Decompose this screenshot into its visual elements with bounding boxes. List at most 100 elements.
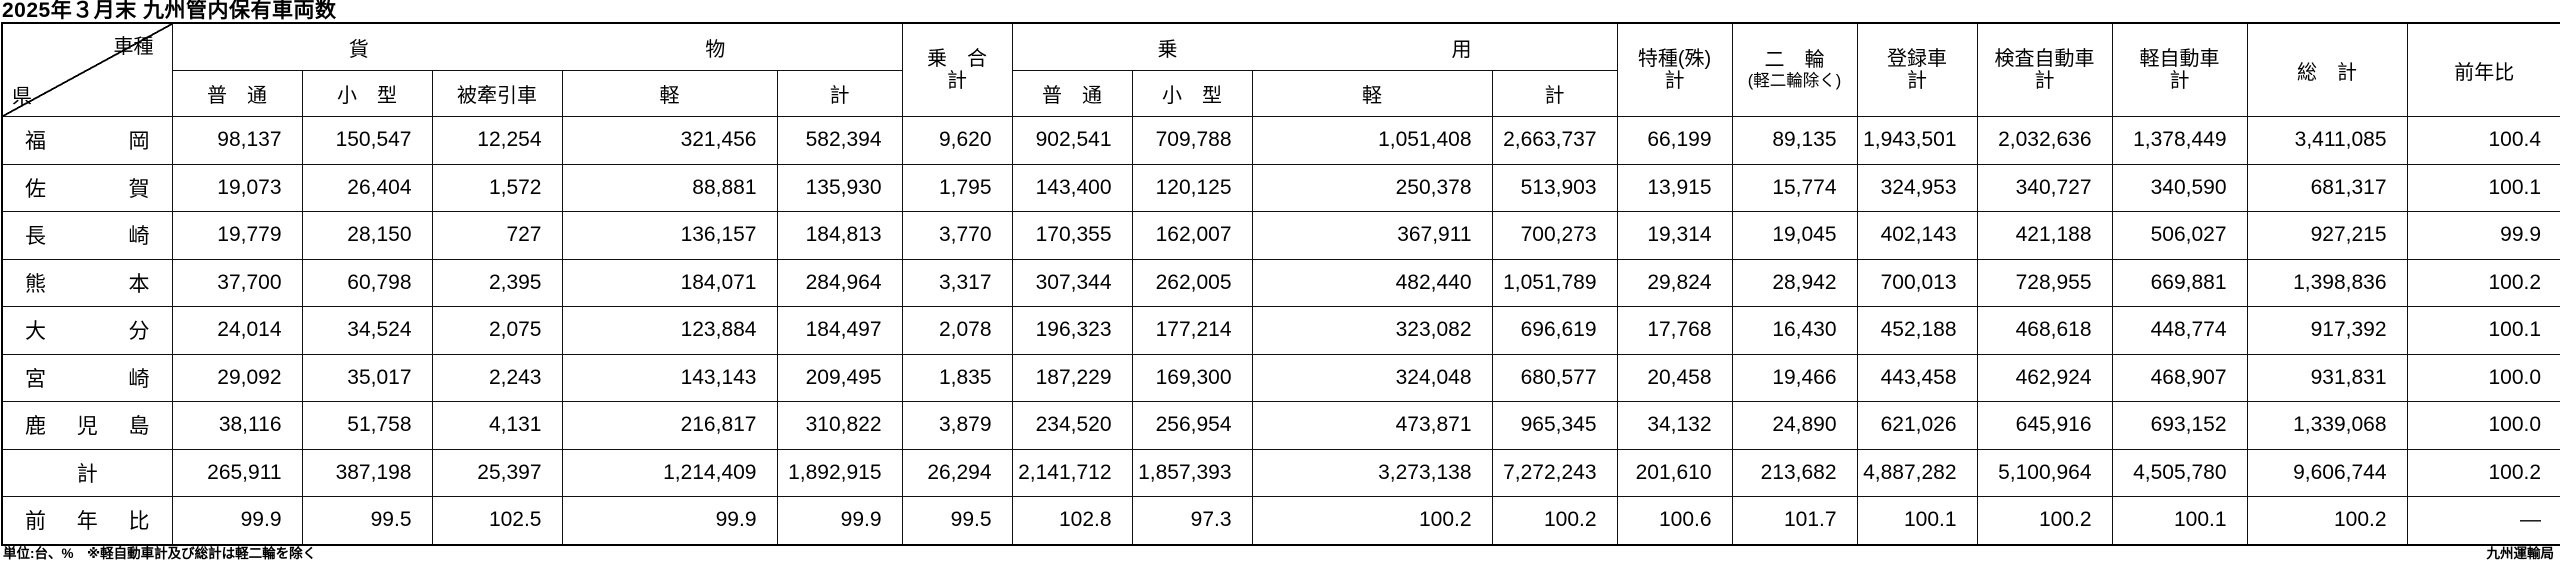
table-cell: 136,157	[561, 211, 778, 260]
col-two-wheel: 二 輪 (軽二輪除く)	[1731, 22, 1858, 117]
table-cell: 162,007	[1131, 211, 1253, 260]
table-cell: 99.9	[171, 496, 303, 545]
table-cell: 367,911	[1251, 211, 1493, 260]
table-cell: 310,822	[776, 401, 903, 450]
table-cell: 1,572	[431, 163, 563, 212]
table-cell: 1,051,789	[1491, 258, 1618, 307]
table-cell: 100.6	[1616, 496, 1733, 545]
table-cell: 9,620	[901, 116, 1013, 165]
table-cell: 452,188	[1856, 306, 1978, 355]
table-cell: 100.1	[2406, 163, 2560, 212]
table-cell: 1,214,409	[561, 448, 778, 497]
table-cell: 19,314	[1616, 211, 1733, 260]
table-cell: 170,355	[1011, 211, 1133, 260]
row-label: 計	[1, 448, 173, 497]
table-cell: 177,214	[1131, 306, 1253, 355]
table-cell: 34,132	[1616, 401, 1733, 450]
col-passenger-standard: 普 通	[1011, 70, 1133, 117]
col-passenger-kei: 軽	[1251, 70, 1493, 117]
table-cell: 101.7	[1731, 496, 1858, 545]
table-cell: 99.5	[901, 496, 1013, 545]
table-cell: 100.1	[1856, 496, 1978, 545]
table-cell: 2,243	[431, 353, 563, 402]
table-cell: 135,930	[776, 163, 903, 212]
table-cell: 402,143	[1856, 211, 1978, 260]
table-cell: 709,788	[1131, 116, 1253, 165]
table-cell: 727	[431, 211, 563, 260]
table-cell: 20,458	[1616, 353, 1733, 402]
table-cell: 100.1	[2111, 496, 2248, 545]
table-cell: 3,273,138	[1251, 448, 1493, 497]
table-cell: 98,137	[171, 116, 303, 165]
table-cell: 340,590	[2111, 163, 2248, 212]
table-cell: 4,505,780	[2111, 448, 2248, 497]
table-cell: 680,577	[1491, 353, 1618, 402]
table-cell: 19,779	[171, 211, 303, 260]
table-cell: 3,879	[901, 401, 1013, 450]
col-group-cargo: 貨物	[171, 22, 903, 71]
table-cell: 728,955	[1976, 258, 2113, 307]
row-label: 熊本	[1, 258, 173, 307]
table-cell: 262,005	[1131, 258, 1253, 307]
col-group-passenger: 乗用	[1011, 22, 1618, 71]
table-cell: 100.2	[1251, 496, 1493, 545]
table-cell: 321,456	[561, 116, 778, 165]
table-cell: 100.2	[2246, 496, 2408, 545]
table-cell: 100.1	[2406, 306, 2560, 355]
table-cell: 1,892,915	[776, 448, 903, 497]
table-cell: 196,323	[1011, 306, 1133, 355]
table-cell: 143,400	[1011, 163, 1133, 212]
table-cell: 645,916	[1976, 401, 2113, 450]
table-cell: 29,092	[171, 353, 303, 402]
table-cell: 37,700	[171, 258, 303, 307]
table-cell: 582,394	[776, 116, 903, 165]
table-cell: 19,073	[171, 163, 303, 212]
table-cell: 234,520	[1011, 401, 1133, 450]
footer-note: 単位:台、% ※軽自動車計及び総計は軽二輪を除く	[3, 545, 317, 561]
row-label: 長崎	[1, 211, 173, 260]
footer-agency: 九州運輸局	[2486, 545, 2555, 561]
table-cell: 681,317	[2246, 163, 2408, 212]
corner-cell: 車種 県	[1, 22, 173, 117]
table-row: 長崎 19,779 28,150 727 136,157 184,813 3,770 170,…	[1, 211, 2560, 260]
table-cell: 1,857,393	[1131, 448, 1253, 497]
table-cell: 482,440	[1251, 258, 1493, 307]
table-cell: 927,215	[2246, 211, 2408, 260]
table-cell: 99.9	[2406, 211, 2560, 260]
table-cell: 468,907	[2111, 353, 2248, 402]
table-row: 福岡 98,137 150,547 12,254 321,456 582,394 9,620…	[1, 116, 2560, 165]
table-cell: 15,774	[1731, 163, 1858, 212]
table-cell: 513,903	[1491, 163, 1618, 212]
row-label: 鹿児島	[1, 401, 173, 450]
table-cell: 16,430	[1731, 306, 1858, 355]
table-cell: 100.2	[2406, 448, 2560, 497]
table-cell: 2,141,712	[1011, 448, 1133, 497]
table-row: 大分 24,014 34,524 2,075 123,884 184,497 2,078 19…	[1, 306, 2560, 355]
table-cell: 24,014	[171, 306, 303, 355]
table-cell: 468,618	[1976, 306, 2113, 355]
table-cell: 51,758	[301, 401, 433, 450]
col-bus-total: 乗 合 計	[901, 22, 1013, 117]
table-cell: 1,378,449	[2111, 116, 2248, 165]
table-cell: 902,541	[1011, 116, 1133, 165]
corner-vehicle-type-label: 車種	[113, 36, 154, 58]
row-label: 前年比	[1, 496, 173, 545]
col-cargo-standard: 普 通	[171, 70, 303, 117]
table-cell: 3,411,085	[2246, 116, 2408, 165]
table-cell: 184,497	[776, 306, 903, 355]
col-passenger-small: 小 型	[1131, 70, 1253, 117]
table-row: 計 265,911 387,198 25,397 1,214,409 1,892,915 2…	[1, 448, 2560, 497]
table-cell: 265,911	[171, 448, 303, 497]
table-cell: 13,915	[1616, 163, 1733, 212]
col-cargo-trailer: 被牽引車	[431, 70, 563, 117]
col-kei-total: 軽自動車 計	[2111, 22, 2248, 117]
table-cell: 5,100,964	[1976, 448, 2113, 497]
table-cell: 100.2	[1491, 496, 1618, 545]
table-cell: 28,150	[301, 211, 433, 260]
table-cell: 100.0	[2406, 353, 2560, 402]
table-cell: 1,051,408	[1251, 116, 1493, 165]
table-cell: 213,682	[1731, 448, 1858, 497]
table-body: 福岡 98,137 150,547 12,254 321,456 582,394 9,620…	[1, 116, 2560, 545]
table-cell: 99.5	[301, 496, 433, 545]
table-cell: 34,524	[301, 306, 433, 355]
